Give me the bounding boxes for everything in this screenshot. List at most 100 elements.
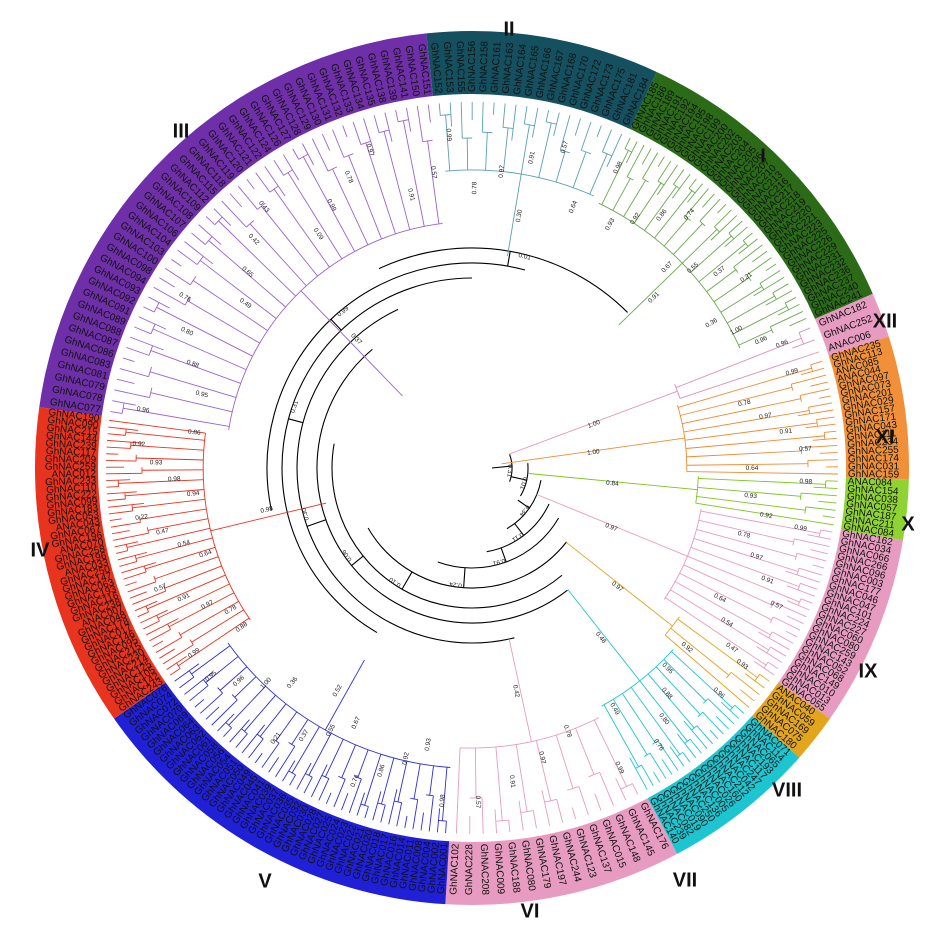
leaf-branch — [460, 102, 463, 139]
leaf-branch — [134, 326, 152, 335]
leaf-branch — [217, 713, 235, 732]
pair-arc — [163, 585, 167, 592]
leaf-branch — [767, 661, 779, 670]
leaf-branch — [404, 815, 408, 828]
pair-stem — [515, 744, 528, 812]
leaf-branch — [108, 502, 144, 508]
pair-stem — [149, 371, 237, 398]
pair-stem — [601, 150, 629, 205]
leaf-branch — [810, 360, 823, 366]
leaf-branch — [177, 249, 198, 265]
pair-stem — [397, 761, 408, 802]
pair-stem — [684, 422, 818, 441]
pair-stem — [654, 190, 693, 239]
stem-support-value: 0.48 — [594, 631, 608, 646]
backbone-arc — [296, 308, 515, 644]
pair-stem — [693, 538, 799, 572]
leaf-branch — [657, 160, 672, 182]
leaf-branch — [427, 104, 431, 123]
leaf-branch — [229, 719, 250, 743]
leaf-branch — [812, 564, 825, 569]
leaf-branch — [318, 778, 330, 801]
tip-support-value: 0.86 — [655, 208, 668, 223]
clade-node-arc — [228, 223, 443, 431]
gene-label: GhNAC259 — [45, 462, 97, 473]
pair-arc — [733, 266, 739, 273]
leaf-branch — [800, 598, 813, 604]
leaf-branch — [625, 141, 638, 164]
leaf-branch — [728, 220, 743, 234]
pair-arc — [588, 771, 600, 778]
leaf-branch — [511, 104, 517, 141]
clade-ring-x — [840, 477, 909, 541]
leaf-branch — [114, 389, 150, 399]
leaf-branch — [707, 698, 735, 725]
gene-label: GhNAC002 — [426, 841, 442, 893]
clade-branches-iii — [110, 104, 443, 431]
leaf-branch — [632, 783, 639, 795]
leaf-branch — [162, 644, 194, 665]
backbone — [266, 247, 628, 644]
leaf-branch — [110, 521, 141, 528]
leaf-branch — [117, 551, 147, 561]
pair-stem — [427, 140, 440, 224]
pair-stem — [191, 609, 244, 643]
leaf-branch — [657, 156, 665, 168]
pair-stem — [364, 754, 382, 806]
tip-support-value: 0.57 — [474, 796, 481, 809]
leaf-branch — [813, 486, 838, 489]
gene-label: GhNAC163 — [501, 42, 517, 94]
pair-stem — [139, 508, 207, 520]
leaf-branch — [805, 506, 836, 511]
leaf-branch — [311, 138, 329, 172]
pair-stem — [502, 127, 509, 172]
leaf-branch — [246, 179, 255, 190]
leaf-branch — [807, 459, 838, 461]
gene-label: GhNAC099 — [46, 496, 98, 512]
pair-stem — [683, 410, 810, 433]
clade-branches-xi — [501, 360, 838, 475]
clade-label-vii: VII — [673, 869, 697, 891]
leaf-branch — [481, 102, 484, 133]
leaf-branch — [594, 793, 602, 811]
pair-stem — [713, 277, 750, 303]
leaf-branch — [148, 296, 170, 309]
pair-stem — [663, 659, 707, 702]
gene-label: GhNAC174 — [848, 453, 900, 465]
pair-stem — [698, 477, 826, 485]
leaf-branch — [211, 699, 238, 726]
pair-stem — [572, 151, 587, 188]
leaf-branch — [140, 609, 168, 624]
leaf-branch — [702, 193, 715, 208]
clade-ring-vi — [445, 798, 678, 905]
clade-node-arc — [460, 717, 600, 749]
clade-label-xi: XI — [876, 426, 895, 448]
leaf-branch — [428, 795, 434, 832]
gene-label: GhNAC161 — [489, 41, 503, 93]
tip-support-value: 0.57 — [153, 583, 168, 594]
tip-support-value: 0.74 — [350, 773, 361, 788]
pair-arc — [327, 166, 338, 172]
leaf-branch — [596, 125, 602, 138]
leaf-branch — [229, 193, 243, 208]
leaf-branch — [771, 631, 794, 644]
leaf-branch — [107, 439, 143, 444]
leaf-branch — [615, 778, 627, 801]
leaf-branch — [553, 112, 560, 136]
leaf-branch — [235, 733, 248, 748]
backbone-support-value: 0.91 — [491, 557, 505, 567]
pair-stem — [135, 537, 213, 559]
pair-stem — [690, 235, 732, 273]
tip-support-value: 0.37 — [298, 728, 311, 743]
gene-label: GhNAC188 — [505, 841, 521, 893]
leaf-branch — [730, 671, 760, 695]
leaf-branch — [129, 591, 147, 599]
pair-stem — [690, 546, 800, 588]
pair-stem — [147, 518, 209, 531]
pair-stem — [154, 556, 219, 580]
leaf-branch — [221, 200, 247, 228]
tip-support-value: 0.64 — [746, 465, 759, 472]
tip-support-value: 0.99 — [613, 761, 625, 776]
clade-ring-xii — [814, 293, 889, 356]
leaf-branch — [241, 724, 266, 754]
